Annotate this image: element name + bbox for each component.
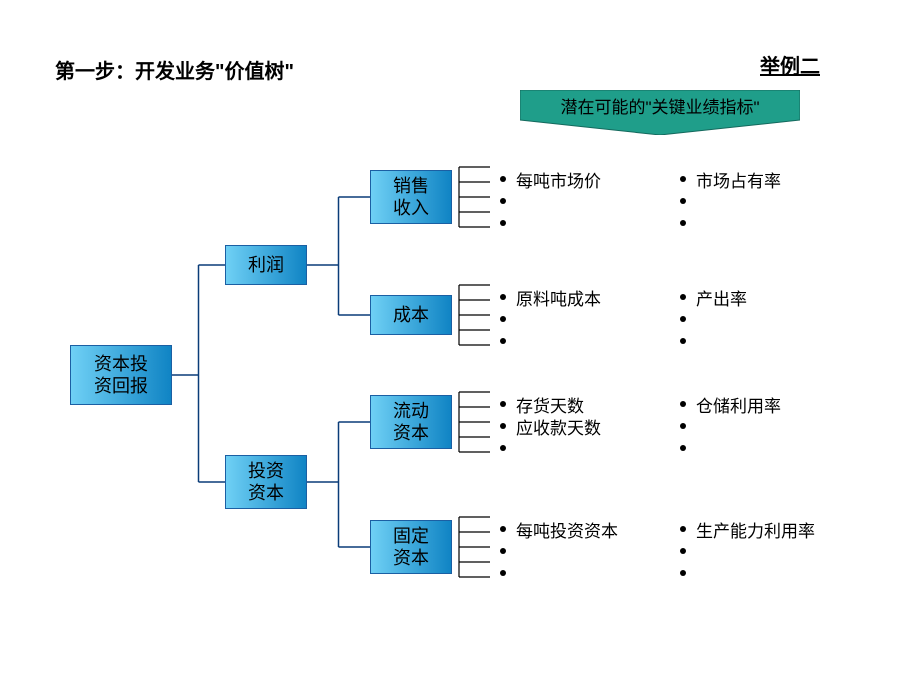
bullet-dot-icon: [500, 445, 506, 451]
bullet-dot-icon: [500, 220, 506, 226]
bullet-text: 生产能力利用率: [696, 517, 815, 542]
bullet-dot-icon: [680, 526, 686, 532]
node-label: 收入: [393, 197, 429, 220]
comb-sales: [458, 165, 492, 229]
bullet-row: [500, 437, 601, 459]
bullets-fixed-col1: 每吨投资资本: [500, 518, 618, 584]
node-cost: 成本: [370, 295, 452, 335]
bullet-row: [680, 562, 815, 584]
node-label: 固定: [393, 525, 429, 548]
bullets-sales-col2: 市场占有率: [680, 168, 781, 234]
bullet-text: 每吨市场价: [516, 167, 601, 192]
bullet-dot-icon: [500, 570, 506, 576]
bullets-sales-col1: 每吨市场价: [500, 168, 601, 234]
bullet-row: [500, 562, 618, 584]
comb-liquid: [458, 390, 492, 454]
bullet-dot-icon: [680, 176, 686, 182]
bullet-row: 原料吨成本: [500, 286, 601, 308]
bullet-dot-icon: [500, 423, 506, 429]
bullets-liquid-col2: 仓储利用率: [680, 393, 781, 459]
bullet-dot-icon: [680, 401, 686, 407]
node-fixed: 固定资本: [370, 520, 452, 574]
bullet-dot-icon: [500, 401, 506, 407]
bullet-dot-icon: [680, 423, 686, 429]
bullet-text: 应收款天数: [516, 414, 601, 439]
bullets-cost-col1: 原料吨成本: [500, 286, 601, 352]
bullet-text: 仓储利用率: [696, 392, 781, 417]
bullet-row: 存货天数: [500, 393, 601, 415]
bullet-row: [680, 330, 747, 352]
node-label: 投资: [248, 460, 284, 483]
node-label: 资本投: [94, 353, 148, 376]
bullet-dot-icon: [680, 338, 686, 344]
node-label: 成本: [393, 304, 429, 327]
bullet-dot-icon: [680, 445, 686, 451]
node-label: 流动: [393, 400, 429, 423]
node-sales: 销售收入: [370, 170, 452, 224]
node-root: 资本投资回报: [70, 345, 172, 405]
bullet-text: 每吨投资资本: [516, 517, 618, 542]
bullet-dot-icon: [500, 176, 506, 182]
node-label: 销售: [393, 175, 429, 198]
kpi-banner: 潜在可能的"关键业绩指标": [520, 90, 800, 135]
bullet-text: 产出率: [696, 285, 747, 310]
bullet-dot-icon: [500, 294, 506, 300]
bullet-dot-icon: [500, 198, 506, 204]
bullet-dot-icon: [500, 548, 506, 554]
bullet-row: 仓储利用率: [680, 393, 781, 415]
comb-cost: [458, 283, 492, 347]
bullets-liquid-col1: 存货天数应收款天数: [500, 393, 601, 459]
bullet-row: [680, 190, 781, 212]
bullet-dot-icon: [680, 570, 686, 576]
bullet-row: 每吨投资资本: [500, 518, 618, 540]
bullet-row: 产出率: [680, 286, 747, 308]
node-invest: 投资资本: [225, 455, 307, 509]
node-label: 资回报: [94, 375, 148, 398]
bullet-row: [500, 308, 601, 330]
bullet-dot-icon: [680, 316, 686, 322]
kpi-banner-text: 潜在可能的"关键业绩指标": [520, 90, 800, 120]
bullet-row: [500, 540, 618, 562]
bullet-row: 市场占有率: [680, 168, 781, 190]
example-label: 举例二: [760, 50, 820, 79]
node-liquid: 流动资本: [370, 395, 452, 449]
bullet-row: [500, 212, 601, 234]
bullet-dot-icon: [500, 526, 506, 532]
bullet-dot-icon: [680, 198, 686, 204]
bullet-row: [680, 437, 781, 459]
node-profit: 利润: [225, 245, 307, 285]
slide-title: 第一步：开发业务"价值树": [55, 55, 294, 84]
bullet-row: [680, 415, 781, 437]
bullet-dot-icon: [680, 294, 686, 300]
bullet-row: [500, 190, 601, 212]
bullet-row: 生产能力利用率: [680, 518, 815, 540]
bullet-text: 市场占有率: [696, 167, 781, 192]
bullets-cost-col2: 产出率: [680, 286, 747, 352]
node-label: 资本: [248, 482, 284, 505]
bullet-row: 每吨市场价: [500, 168, 601, 190]
node-label: 资本: [393, 422, 429, 445]
node-label: 资本: [393, 547, 429, 570]
bullet-row: [500, 330, 601, 352]
bullet-text: 原料吨成本: [516, 285, 601, 310]
bullet-row: [680, 540, 815, 562]
node-label: 利润: [248, 254, 284, 277]
bullet-row: 应收款天数: [500, 415, 601, 437]
bullet-row: [680, 212, 781, 234]
bullets-fixed-col2: 生产能力利用率: [680, 518, 815, 584]
bullet-dot-icon: [680, 220, 686, 226]
bullet-row: [680, 308, 747, 330]
bullet-dot-icon: [500, 316, 506, 322]
bullet-dot-icon: [680, 548, 686, 554]
comb-fixed: [458, 515, 492, 579]
bullet-dot-icon: [500, 338, 506, 344]
